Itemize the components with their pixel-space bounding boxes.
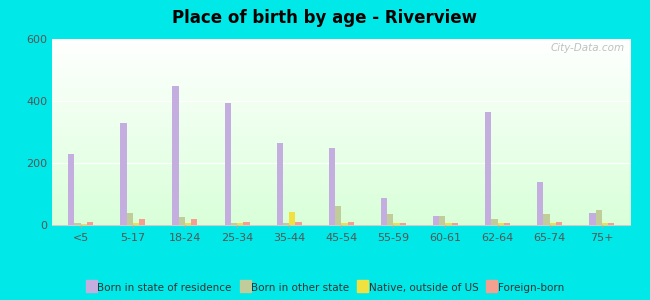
Bar: [341, 223, 348, 225]
Bar: [504, 223, 510, 225]
Bar: [329, 148, 335, 225]
Bar: [537, 182, 543, 225]
Bar: [595, 210, 602, 225]
Bar: [139, 219, 146, 225]
Bar: [348, 222, 354, 225]
Bar: [387, 214, 393, 225]
Bar: [87, 222, 93, 225]
Bar: [491, 219, 498, 225]
Bar: [81, 224, 87, 225]
Bar: [335, 206, 341, 225]
Bar: [498, 224, 504, 225]
Bar: [289, 212, 295, 225]
Text: Place of birth by age - Riverview: Place of birth by age - Riverview: [172, 9, 478, 27]
Bar: [381, 198, 387, 225]
Bar: [133, 224, 139, 225]
Bar: [243, 222, 250, 225]
Bar: [295, 222, 302, 225]
Bar: [556, 222, 562, 225]
Bar: [277, 143, 283, 225]
Bar: [485, 112, 491, 225]
Bar: [127, 213, 133, 225]
Bar: [224, 103, 231, 225]
Legend: Born in state of residence, Born in other state, Native, outside of US, Foreign-: Born in state of residence, Born in othe…: [84, 281, 566, 295]
Bar: [74, 224, 81, 225]
Bar: [602, 224, 608, 225]
Bar: [590, 213, 595, 225]
Bar: [550, 224, 556, 225]
Bar: [237, 224, 243, 225]
Bar: [543, 214, 550, 225]
Bar: [393, 223, 400, 225]
Text: City-Data.com: City-Data.com: [551, 43, 625, 53]
Bar: [191, 219, 198, 225]
Bar: [439, 216, 445, 225]
Bar: [452, 223, 458, 225]
Bar: [400, 223, 406, 225]
Bar: [120, 123, 127, 225]
Bar: [172, 85, 179, 225]
Bar: [445, 224, 452, 225]
Bar: [179, 217, 185, 225]
Bar: [231, 223, 237, 225]
Bar: [283, 223, 289, 225]
Bar: [608, 223, 614, 225]
Bar: [185, 224, 191, 225]
Bar: [68, 154, 74, 225]
Bar: [433, 216, 439, 225]
